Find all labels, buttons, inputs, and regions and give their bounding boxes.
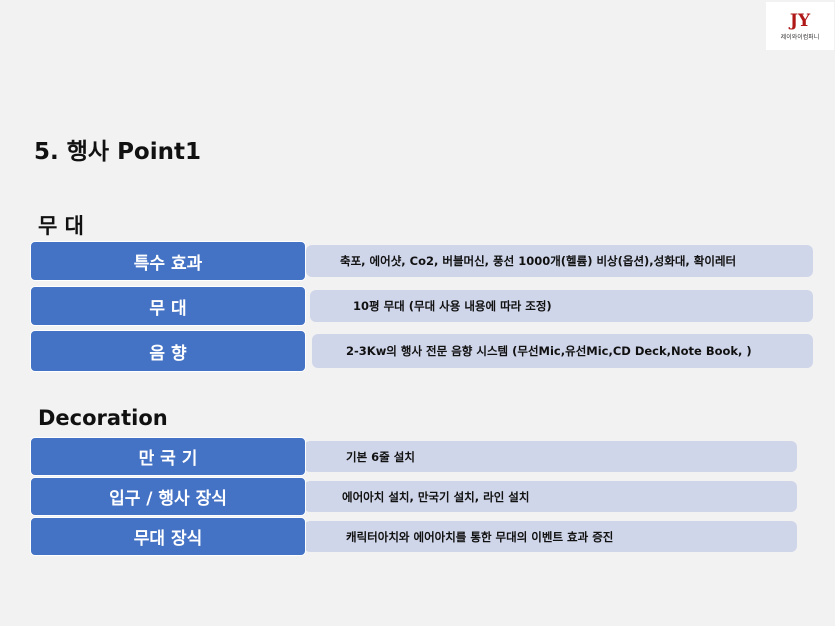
table-row: 특수 효과 축포, 에어샷, Co2, 버블머신, 풍선 1000개(헬륨) 비… [30,241,813,281]
row-label: 만 국 기 [30,437,306,476]
table-row: 음 향 2-3Kw의 행사 전문 음향 시스템 (무선Mic,유선Mic,CD … [30,330,813,372]
row-label: 입구 / 행사 장식 [30,477,306,516]
section-heading-decoration: Decoration [38,406,168,430]
row-label: 특수 효과 [30,241,306,281]
row-value: 10평 무대 (무대 사용 내용에 따라 조정) [310,290,813,322]
row-label: 무대 장식 [30,517,306,556]
table-row: 입구 / 행사 장식 에어아치 설치, 만국기 설치, 라인 설치 [30,477,797,516]
row-value: 기본 6줄 설치 [304,441,797,472]
section-heading-stage: 무 대 [38,214,84,238]
row-value: 에어아치 설치, 만국기 설치, 라인 설치 [304,481,797,512]
row-label: 음 향 [30,330,306,372]
row-label: 무 대 [30,286,306,326]
page-title: 5. 행사 Point1 [34,139,201,165]
row-value: 축포, 에어샷, Co2, 버블머신, 풍선 1000개(헬륨) 비상(옵션),… [306,245,813,277]
logo-name: 제이와이컴퍼니 [780,34,820,41]
table-row: 무 대 10평 무대 (무대 사용 내용에 따라 조정) [30,286,813,326]
logo-mark: JY [789,11,811,31]
table-row: 만 국 기 기본 6줄 설치 [30,437,797,476]
row-value: 2-3Kw의 행사 전문 음향 시스템 (무선Mic,유선Mic,CD Deck… [312,334,813,368]
row-value: 캐릭터아치와 에어아치를 통한 무대의 이벤트 효과 증진 [304,521,797,552]
company-logo: JY 제이와이컴퍼니 [766,2,834,50]
table-row: 무대 장식 캐릭터아치와 에어아치를 통한 무대의 이벤트 효과 증진 [30,517,797,556]
